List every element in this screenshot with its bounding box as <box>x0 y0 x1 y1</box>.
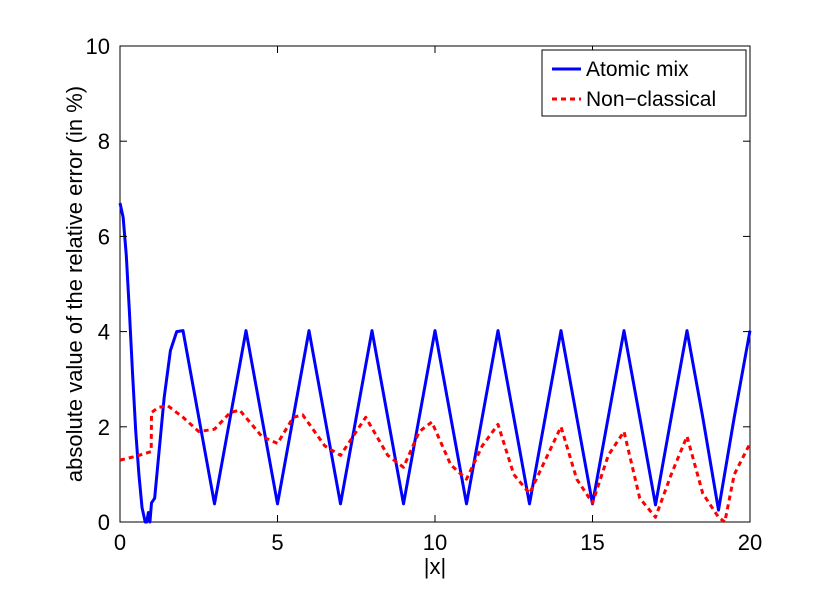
legend-label-non-classical: Non−classical <box>586 88 716 111</box>
y-tick-label: 0 <box>98 510 110 535</box>
plot-area <box>119 45 751 523</box>
ticks-layer: 0 5 10 15 20 0 2 4 6 8 10 <box>86 34 763 555</box>
x-tick-label: 5 <box>271 530 283 555</box>
legend-label-atomic-mix: Atomic mix <box>586 58 689 81</box>
x-tick-label: 10 <box>423 530 447 555</box>
x-tick-label: 20 <box>738 530 762 555</box>
x-axis-label: |x| <box>424 554 446 579</box>
y-axis-label: absolute value of the relative error (in… <box>62 86 87 482</box>
x-tick-label: 15 <box>580 530 604 555</box>
series-line-atomic-mix <box>118 202 752 524</box>
legend: Atomic mix Non−classical <box>541 49 747 117</box>
y-tick-label: 6 <box>98 224 110 249</box>
y-tick-label: 2 <box>98 415 110 440</box>
y-tick-label: 4 <box>98 320 110 345</box>
legend-box <box>541 49 747 117</box>
series-layer <box>118 202 752 524</box>
y-tick-label: 10 <box>86 34 110 59</box>
x-tick-label: 0 <box>114 530 126 555</box>
y-tick-label: 8 <box>98 129 110 154</box>
